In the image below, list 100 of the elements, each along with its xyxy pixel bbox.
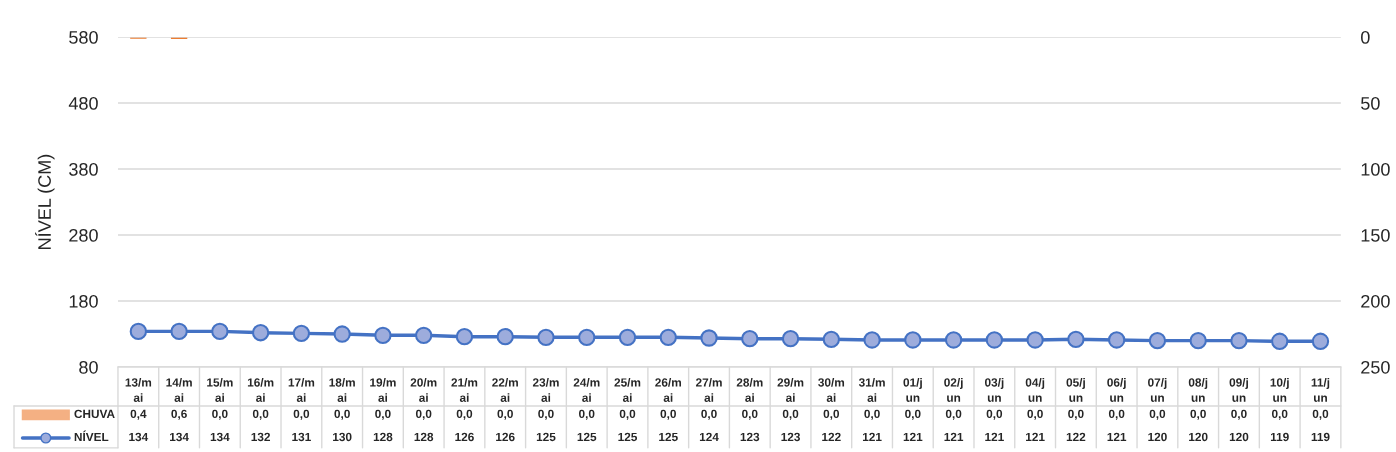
data-label: 122 [1066, 432, 1086, 442]
data-label: 0,0 [579, 409, 595, 420]
data-label: 125 [659, 432, 678, 442]
y2-tick-label: 0 [1361, 31, 1370, 44]
x-tick-label: 11/jun [1311, 377, 1330, 402]
x-tick-label: 20/mai [410, 377, 437, 402]
data-label: 132 [251, 432, 271, 442]
x-tick-label: 28/mai [736, 377, 763, 402]
data-label: 134 [129, 432, 149, 442]
x-tick-label: 04/jun [1025, 377, 1045, 402]
data-label: 120 [1189, 432, 1208, 442]
y-tick-label: 580 [69, 31, 98, 44]
data-label: 0,0 [986, 409, 1003, 420]
data-label: 130 [333, 432, 352, 442]
data-label: 0,0 [293, 409, 310, 420]
data-label: 0,0 [660, 409, 676, 420]
y-tick-label: 80 [79, 360, 98, 374]
data-label: 0,0 [823, 409, 840, 420]
data-label: 126 [455, 432, 474, 442]
x-tick-label: 07/jun [1148, 377, 1167, 402]
data-label: 120 [1148, 432, 1167, 442]
data-label: 124 [699, 432, 719, 442]
data-label: 0,0 [538, 409, 554, 420]
data-label: 120 [1229, 432, 1249, 442]
data-label: 125 [577, 432, 597, 442]
x-tick-label: 30/mai [818, 377, 845, 402]
data-label: 0,0 [334, 409, 350, 420]
x-tick-label: 09/jun [1229, 377, 1248, 402]
x-tick-label: 08/jun [1188, 377, 1208, 402]
data-label: 121 [944, 432, 964, 442]
x-tick-label: 17/mai [288, 377, 315, 402]
data-label: 0,0 [212, 409, 228, 420]
data-label: 131 [292, 432, 311, 442]
y-axis-title: NÍVEL (CM) [35, 154, 55, 249]
x-tick-label: 03/jun [984, 377, 1004, 402]
data-label: 122 [822, 432, 841, 442]
data-label: 121 [862, 432, 882, 442]
x-tick-label: 13/mai [125, 377, 152, 402]
data-label: 0,0 [1231, 409, 1247, 420]
y2-tick-label: 100 [1361, 162, 1390, 176]
x-tick-label: 16/mai [247, 377, 274, 402]
data-label: 119 [1270, 432, 1289, 442]
data-label: 0,0 [619, 409, 636, 420]
data-label: 0,0 [945, 409, 962, 420]
x-tick-label: 01/jun [903, 377, 922, 402]
data-label: 121 [903, 432, 923, 442]
data-label: 0,0 [782, 409, 799, 420]
data-label: 0,0 [701, 409, 717, 420]
y-tick-label: 180 [69, 294, 98, 308]
legend-label: CHUVA [74, 409, 115, 419]
y-tick-label: 380 [69, 162, 98, 176]
data-label: 128 [414, 432, 434, 442]
x-tick-label: 27/mai [695, 377, 722, 402]
y-tick-label: 480 [68, 96, 98, 110]
x-tick-label: 24/mai [573, 377, 600, 402]
data-label: 134 [170, 432, 189, 442]
data-label: 0,0 [1312, 409, 1329, 420]
x-tick-label: 05/jun [1066, 377, 1085, 402]
data-label: 0,0 [456, 409, 473, 420]
x-tick-label: 14/mai [166, 377, 192, 402]
data-label: 0,0 [1027, 409, 1043, 420]
data-label: 128 [373, 432, 393, 442]
x-tick-label: 02/jun [944, 377, 963, 402]
x-tick-label: 22/mai [492, 377, 518, 402]
y2-tick-label: 250 [1361, 360, 1390, 374]
data-label: 0,0 [415, 409, 432, 420]
data-label: 121 [985, 432, 1004, 442]
y2-tick-label: 150 [1361, 228, 1390, 242]
x-tick-label: 21/mai [451, 377, 478, 402]
data-label: 0,0 [742, 409, 758, 420]
y-tick-label: 280 [69, 228, 98, 242]
x-tick-label: 18/mai [329, 377, 355, 402]
data-label: 134 [210, 432, 230, 442]
x-tick-label: 26/mai [655, 377, 681, 402]
data-label: 121 [1026, 432, 1045, 442]
x-tick-label: 23/mai [532, 377, 559, 402]
x-tick-label: 10/jun [1270, 377, 1289, 402]
data-label: 0,0 [1149, 409, 1166, 420]
data-label: 0,0 [252, 409, 269, 420]
data-label: 119 [1311, 432, 1330, 442]
x-tick-label: 31/mai [858, 377, 885, 402]
data-label: 123 [781, 432, 800, 442]
y2-tick-label: 50 [1361, 96, 1380, 110]
data-label: 125 [618, 432, 638, 442]
data-label: 126 [496, 432, 515, 442]
legend-label: NÍVEL [74, 430, 109, 442]
x-tick-label: 29/mai [777, 377, 804, 402]
data-label: 0,0 [1271, 409, 1288, 420]
data-label: 123 [740, 432, 760, 442]
x-tick-label: 06/jun [1107, 377, 1126, 402]
data-label: 125 [536, 432, 556, 442]
data-label: 0,0 [375, 409, 391, 420]
x-tick-label: 25/mai [614, 377, 641, 402]
y2-tick-label: 200 [1361, 294, 1390, 308]
x-tick-label: 15/mai [207, 377, 233, 402]
data-label: 0,0 [1190, 409, 1206, 420]
data-label: 0,4 [130, 409, 147, 420]
data-label: 121 [1107, 432, 1127, 442]
data-label: 0,6 [171, 409, 187, 420]
data-label: 0,0 [905, 409, 921, 420]
